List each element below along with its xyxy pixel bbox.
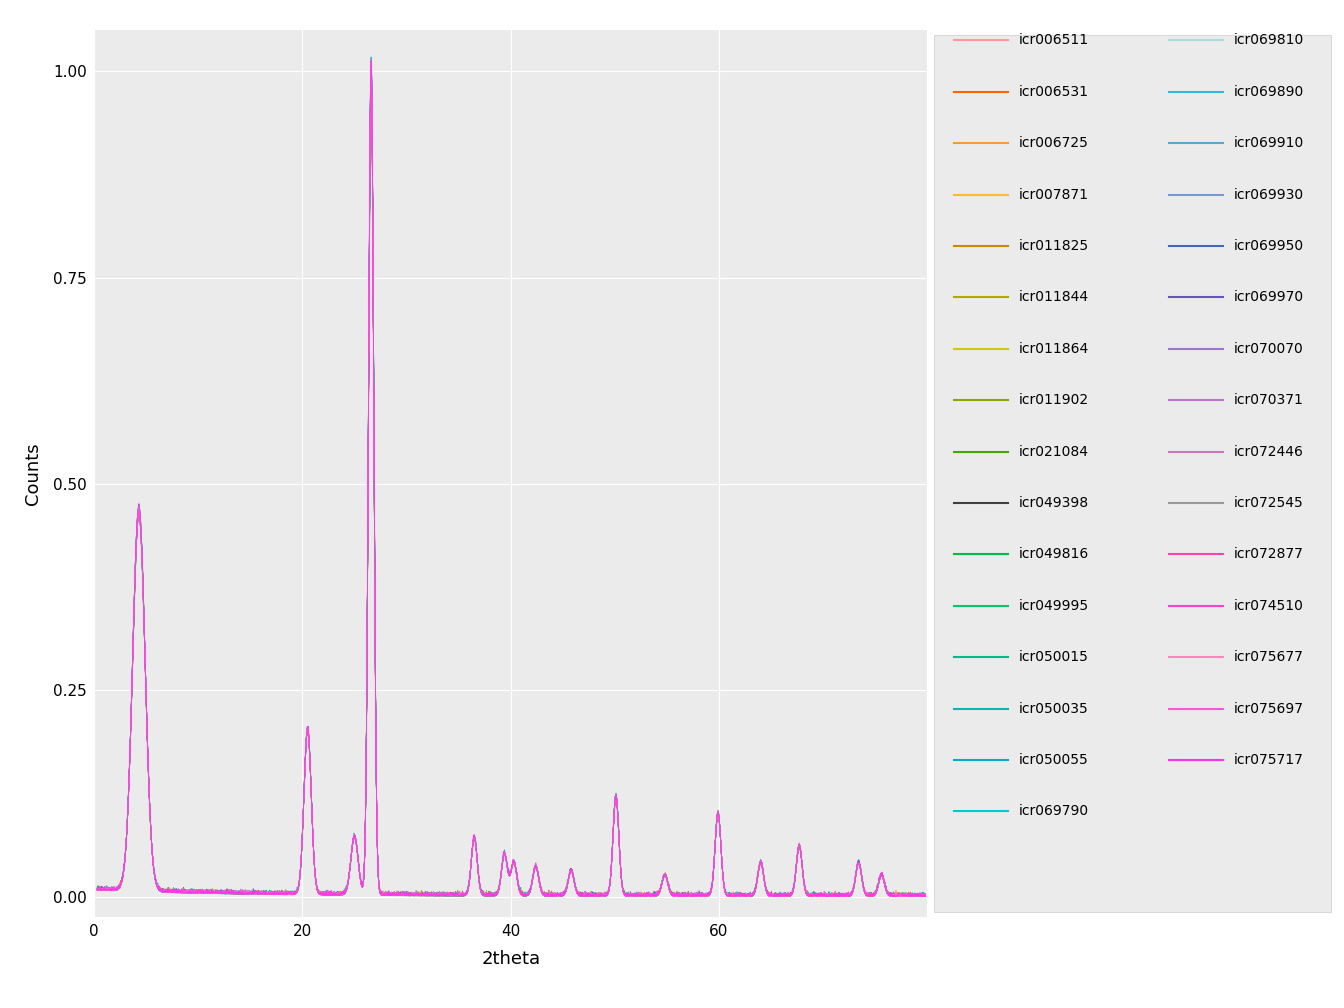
Text: icr050055: icr050055	[1019, 753, 1089, 767]
Text: icr007871: icr007871	[1019, 187, 1089, 202]
Text: icr011844: icr011844	[1019, 290, 1089, 304]
Text: icr011864: icr011864	[1019, 342, 1089, 356]
Text: icr075717: icr075717	[1234, 753, 1304, 767]
Text: icr069930: icr069930	[1234, 187, 1304, 202]
Text: icr072545: icr072545	[1234, 496, 1304, 510]
Text: icr050035: icr050035	[1019, 702, 1089, 716]
Text: icr006725: icr006725	[1019, 136, 1089, 150]
Text: icr006511: icr006511	[1019, 33, 1089, 47]
Text: icr050015: icr050015	[1019, 650, 1089, 664]
Text: icr049816: icr049816	[1019, 547, 1089, 561]
Text: icr070070: icr070070	[1234, 342, 1304, 356]
Text: icr072877: icr072877	[1234, 547, 1304, 561]
Y-axis label: Counts: Counts	[24, 443, 42, 505]
Text: icr049398: icr049398	[1019, 496, 1089, 510]
Text: icr075697: icr075697	[1234, 702, 1304, 716]
Text: icr069890: icr069890	[1234, 85, 1304, 99]
Text: icr049995: icr049995	[1019, 599, 1089, 613]
X-axis label: 2theta: 2theta	[481, 951, 540, 969]
Text: icr069910: icr069910	[1234, 136, 1304, 150]
Text: icr069950: icr069950	[1234, 239, 1304, 253]
Text: icr011825: icr011825	[1019, 239, 1089, 253]
Text: icr074510: icr074510	[1234, 599, 1304, 613]
Text: icr069810: icr069810	[1234, 33, 1304, 47]
Text: icr006531: icr006531	[1019, 85, 1089, 99]
Text: icr075677: icr075677	[1234, 650, 1304, 664]
Text: icr069970: icr069970	[1234, 290, 1304, 304]
Text: icr011902: icr011902	[1019, 393, 1089, 407]
Text: icr072446: icr072446	[1234, 445, 1304, 459]
Text: icr069790: icr069790	[1019, 804, 1089, 818]
Text: icr070371: icr070371	[1234, 393, 1304, 407]
Text: icr021084: icr021084	[1019, 445, 1089, 459]
